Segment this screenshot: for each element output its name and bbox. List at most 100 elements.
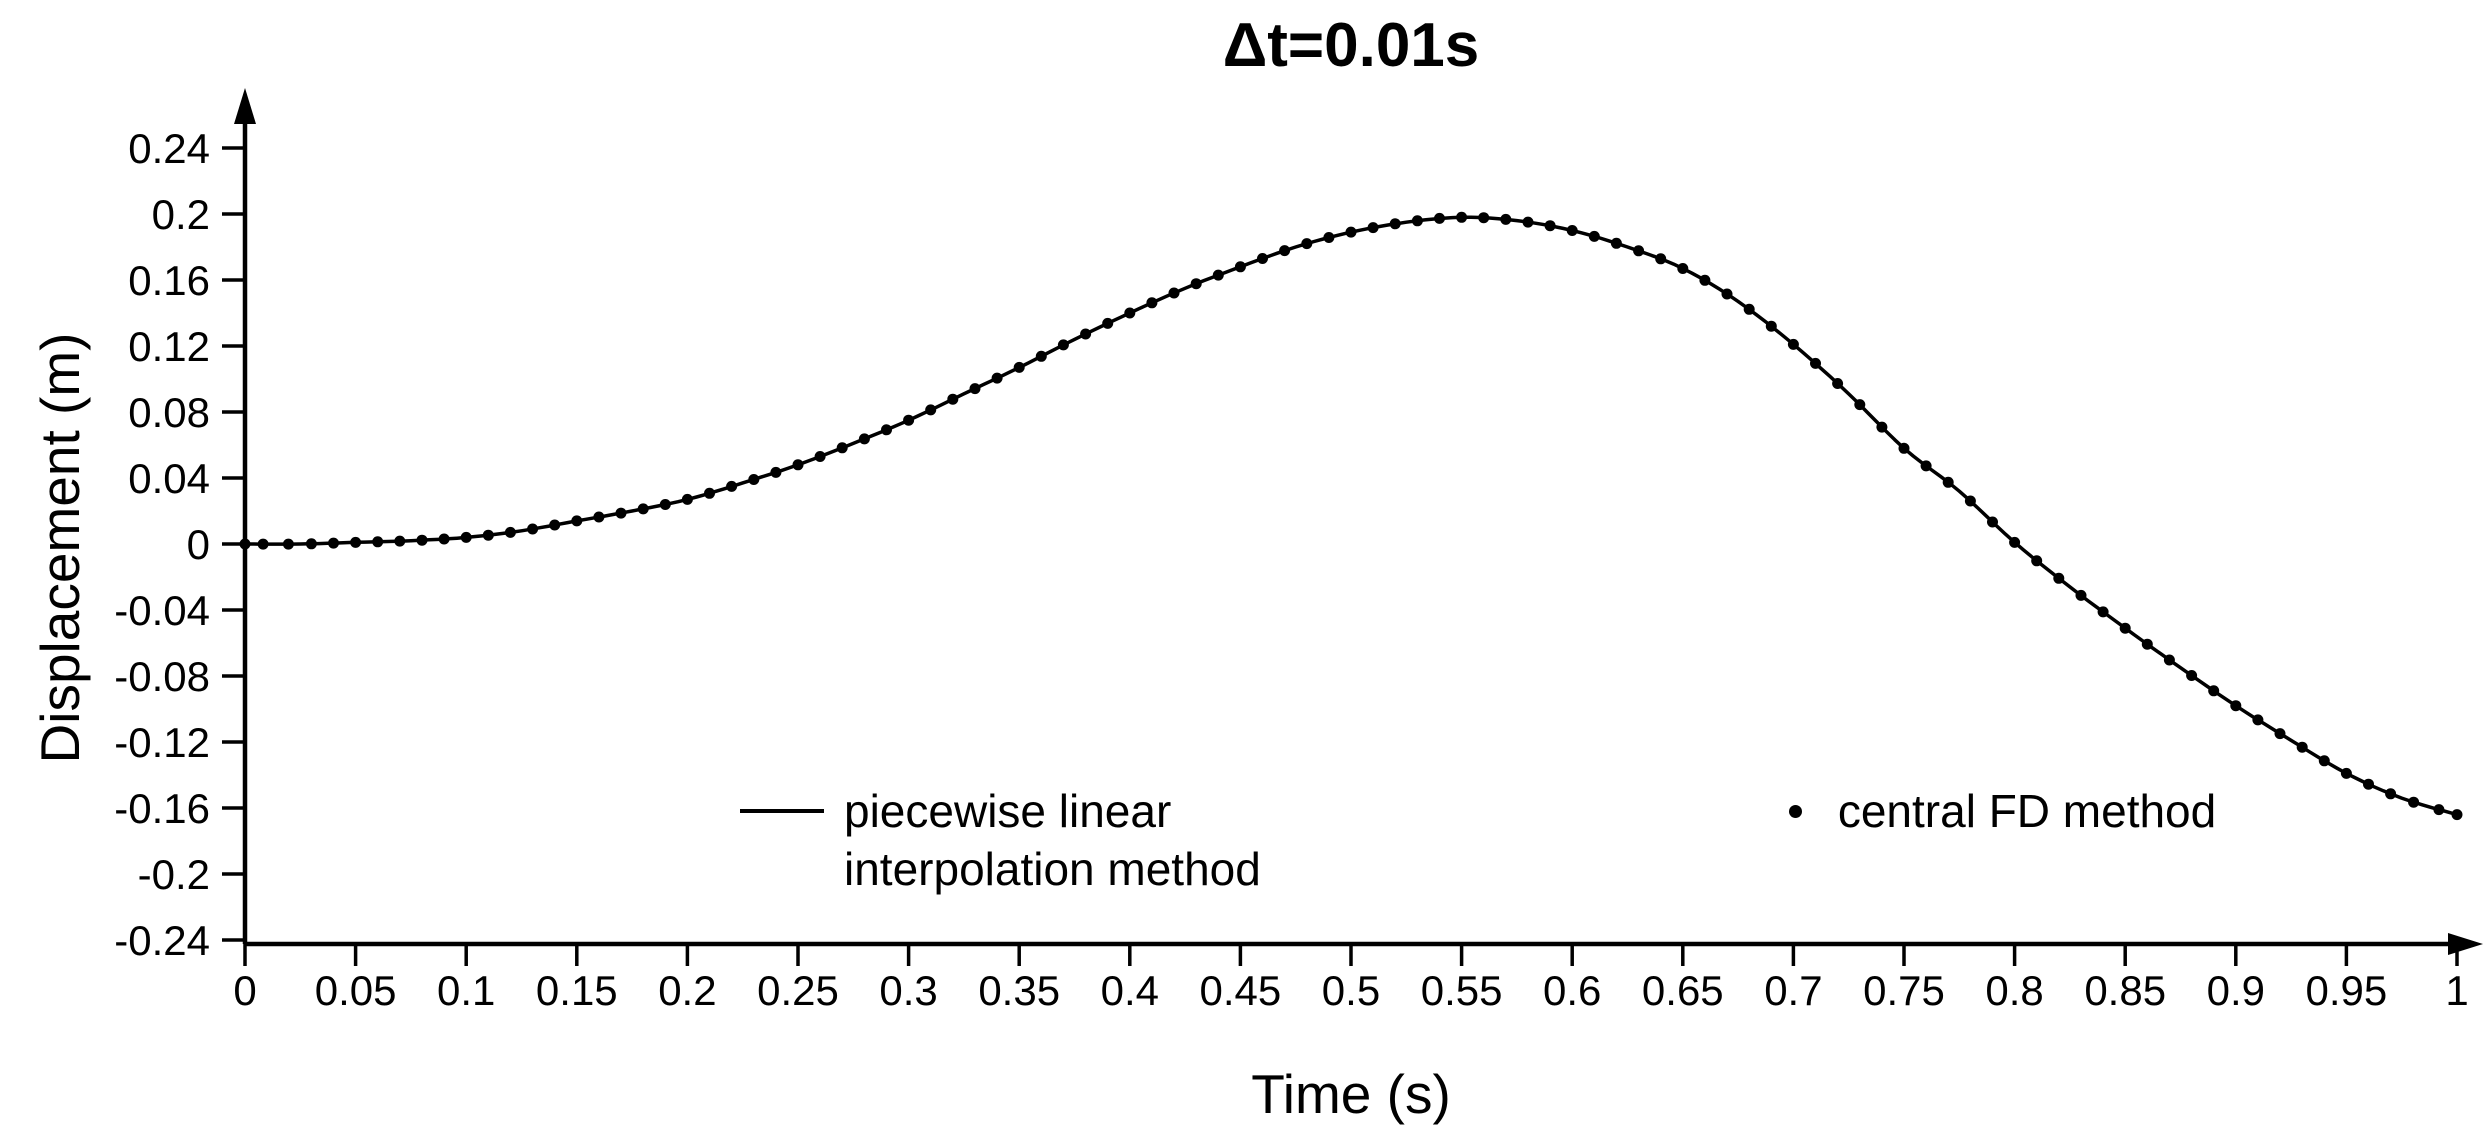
data-point-marker [1168, 287, 1180, 299]
y-tick-label: -0.12 [114, 719, 210, 766]
data-point-marker [1699, 274, 1711, 286]
data-point-marker [881, 424, 892, 436]
legend-label-central-fd: central FD method [1838, 782, 2216, 840]
data-point-marker [438, 533, 450, 545]
data-point-marker [947, 393, 959, 405]
data-point-marker [394, 535, 406, 547]
y-tick-label: -0.08 [114, 653, 210, 700]
data-point-marker [504, 526, 516, 538]
data-point-marker [527, 523, 539, 535]
data-point-marker [748, 474, 760, 485]
legend-label-line1: central FD method [1837, 785, 2217, 837]
data-point-marker [2031, 555, 2043, 567]
x-tick-label: 0 [233, 967, 256, 1014]
data-point-marker [1257, 253, 1268, 264]
data-point-marker [2385, 788, 2397, 800]
x-tick-label: 0.25 [757, 967, 839, 1014]
x-tick-label: 0.45 [1200, 967, 1282, 1014]
x-tick-label: 0.65 [1642, 967, 1724, 1014]
legend-label-line2: interpolation method [844, 843, 1261, 895]
data-point-marker [2009, 536, 2021, 548]
data-point-marker [1610, 237, 1622, 249]
data-point-marker [1301, 238, 1313, 250]
line-sample-icon [740, 809, 824, 813]
data-point-marker [1787, 338, 1799, 350]
data-point-marker [1124, 307, 1136, 319]
data-point-marker [770, 466, 782, 478]
data-point-marker [2451, 809, 2463, 821]
data-point-marker [282, 538, 294, 550]
data-point-marker [1655, 253, 1667, 265]
data-point-marker [1367, 222, 1379, 234]
data-point-marker [1434, 212, 1445, 224]
data-point-marker [1013, 361, 1025, 373]
data-point-marker [1920, 460, 1932, 472]
x-tick-label: 0.95 [2306, 967, 2388, 1014]
y-tick-label: -0.2 [138, 851, 210, 898]
legend-item-central-fd: central FD method [1788, 782, 2216, 840]
data-point-marker [969, 383, 981, 395]
y-tick-label: -0.24 [114, 917, 210, 964]
data-point-marker [2141, 638, 2153, 650]
data-point-marker [593, 511, 605, 523]
data-point-marker [2186, 670, 2198, 681]
x-tick-label: 0.2 [658, 967, 716, 1014]
data-point-marker [991, 372, 1003, 384]
data-point-marker [1677, 263, 1689, 274]
x-tick-label: 0.05 [315, 967, 397, 1014]
x-tick-label: 0.55 [1421, 967, 1503, 1014]
y-tick-label: 0.04 [128, 455, 210, 502]
data-point-marker [903, 414, 915, 426]
data-point-marker [2296, 741, 2308, 753]
data-point-marker [1832, 378, 1844, 389]
data-point-marker [814, 451, 826, 462]
data-point-marker [1898, 442, 1910, 454]
data-point-marker [1456, 211, 1468, 223]
x-tick-label: 0.15 [536, 967, 618, 1014]
data-point-marker [1345, 226, 1357, 238]
x-tick-label: 0.5 [1322, 967, 1380, 1014]
x-tick-label: 0.6 [1543, 967, 1601, 1014]
data-point-marker [858, 433, 870, 445]
data-point-marker [1942, 476, 1954, 488]
x-tick-label: 0.9 [2207, 967, 2265, 1014]
data-point-marker [2363, 778, 2374, 790]
x-tick-label: 0.8 [1985, 967, 2043, 1014]
data-point-marker [372, 536, 384, 548]
data-point-marker [1057, 339, 1069, 351]
data-point-marker [1854, 399, 1866, 411]
data-point-marker [704, 487, 715, 499]
data-point-marker [1234, 261, 1246, 273]
x-tick-label: 0.75 [1863, 967, 1945, 1014]
y-tick-label: 0.24 [128, 125, 210, 172]
data-point-marker [1102, 317, 1114, 329]
data-point-marker [328, 537, 339, 549]
data-point-marker [1035, 350, 1047, 362]
data-point-marker [1478, 212, 1490, 224]
data-point-marker [1876, 421, 1888, 433]
x-axis-label: Time (s) [1251, 1063, 1451, 1125]
chart-title: Δt=0.01s [1222, 11, 1480, 80]
data-point-marker [2433, 804, 2445, 816]
data-point-marker [681, 493, 693, 505]
data-point-marker [257, 538, 269, 550]
data-point-marker [1279, 245, 1291, 257]
data-point-marker [2252, 714, 2264, 726]
x-axis-arrow-icon [2448, 933, 2483, 955]
legend-label-piecewise: piecewise linear interpolation method [844, 782, 1261, 898]
legend-item-piecewise: piecewise linear interpolation method [740, 782, 1261, 898]
data-point-marker [549, 519, 561, 531]
data-point-marker [2408, 796, 2420, 808]
y-tick-label: 0.08 [128, 389, 210, 436]
data-point-marker [1190, 278, 1202, 290]
data-point-marker [2075, 589, 2087, 601]
data-point-marker [1500, 213, 1512, 225]
data-point-marker [1146, 297, 1158, 309]
y-tick-label: 0.16 [128, 257, 210, 304]
data-point-marker [2097, 606, 2109, 618]
x-tick-label: 0.4 [1101, 967, 1159, 1014]
data-point-marker [1411, 215, 1423, 227]
data-point-marker [239, 538, 251, 550]
data-point-marker [615, 507, 627, 519]
